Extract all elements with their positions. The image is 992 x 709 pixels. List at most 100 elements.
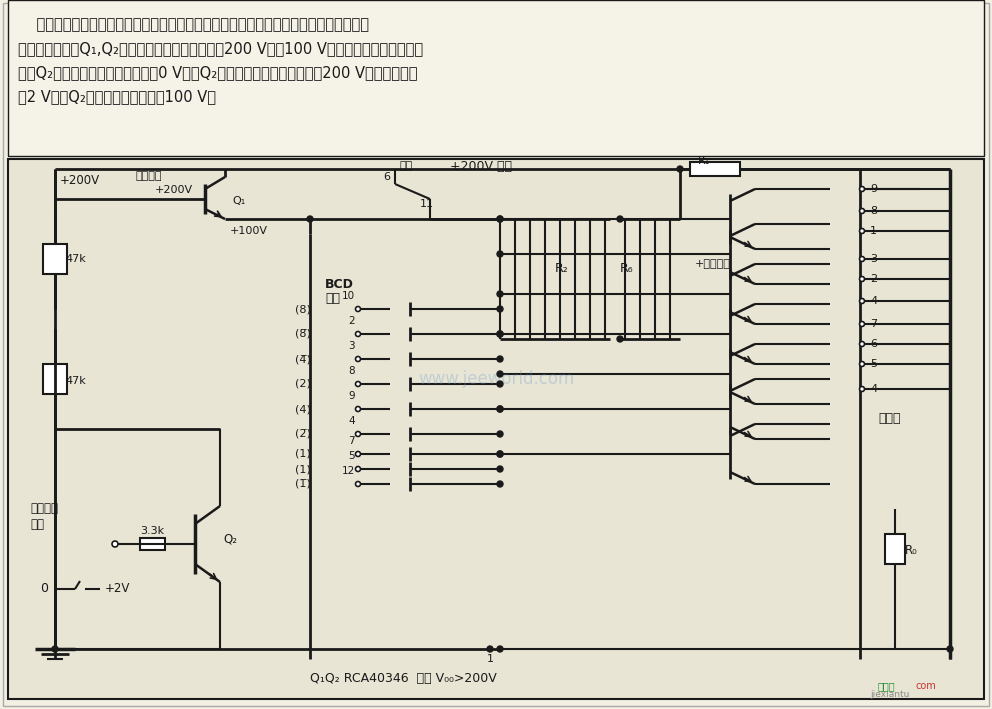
- Text: (4̅): (4̅): [295, 354, 310, 364]
- Text: 6: 6: [870, 339, 877, 349]
- Circle shape: [497, 251, 503, 257]
- Circle shape: [859, 257, 864, 262]
- Text: 数码管: 数码管: [878, 413, 901, 425]
- Text: +进位输出: +进位输出: [695, 259, 731, 269]
- Text: (2̅): (2̅): [295, 429, 310, 439]
- Circle shape: [497, 451, 503, 457]
- Text: R₀: R₀: [905, 545, 918, 557]
- Text: 3: 3: [348, 341, 355, 351]
- Text: 47k: 47k: [65, 254, 85, 264]
- Text: (8): (8): [295, 304, 310, 314]
- Polygon shape: [390, 477, 410, 491]
- Text: 12: 12: [342, 466, 355, 476]
- Circle shape: [355, 332, 360, 337]
- Polygon shape: [390, 427, 410, 441]
- Circle shape: [859, 342, 864, 347]
- Text: R₁: R₁: [698, 156, 710, 166]
- Text: 4: 4: [348, 416, 355, 426]
- Circle shape: [497, 291, 503, 297]
- Polygon shape: [390, 377, 410, 391]
- Circle shape: [859, 298, 864, 303]
- Text: Q₂: Q₂: [223, 532, 237, 545]
- Circle shape: [497, 466, 503, 472]
- Circle shape: [497, 331, 503, 337]
- Bar: [8, 159, 984, 699]
- Circle shape: [497, 331, 503, 337]
- Circle shape: [859, 321, 864, 327]
- Bar: [140, 538, 165, 550]
- Circle shape: [497, 451, 503, 457]
- Circle shape: [859, 386, 864, 391]
- Bar: [885, 534, 905, 564]
- Text: +200V: +200V: [155, 185, 193, 195]
- Circle shape: [497, 381, 503, 387]
- Text: 8: 8: [870, 206, 877, 216]
- Circle shape: [497, 306, 503, 312]
- Text: 9: 9: [348, 391, 355, 401]
- Circle shape: [52, 646, 58, 652]
- Text: (1): (1): [295, 464, 310, 474]
- Text: 1: 1: [870, 226, 877, 236]
- Circle shape: [355, 481, 360, 486]
- Circle shape: [497, 431, 503, 437]
- Text: R₆: R₆: [620, 262, 634, 276]
- Polygon shape: [390, 352, 410, 366]
- Polygon shape: [390, 447, 410, 461]
- Text: 3.3k: 3.3k: [140, 526, 164, 536]
- Text: 在多数字显示器中，为了强调某些数字，给此电路外加一个息灬信号以使数码管亮或变: 在多数字显示器中，为了强调某些数字，给此电路外加一个息灬信号以使数码管亮或变: [18, 17, 369, 32]
- Text: 暗。其原理是用Q₁,Q₂把数码管阴极电压从正常值200 V降到100 V，使数码管变暗。控制信: 暗。其原理是用Q₁,Q₂把数码管阴极电压从正常值200 V降到100 V，使数码…: [18, 41, 424, 56]
- Text: 10: 10: [342, 291, 355, 301]
- Text: 9: 9: [870, 184, 877, 194]
- Text: (8̅): (8̅): [295, 329, 310, 339]
- Text: 2: 2: [870, 274, 877, 284]
- Text: Q₁Q₂ RCA40346  选择 V₀₀>200V: Q₁Q₂ RCA40346 选择 V₀₀>200V: [310, 673, 497, 686]
- Bar: [8, 0, 984, 156]
- Text: 为2 V时，Q₂导通，阴极电压降到100 V。: 为2 V时，Q₂导通，阴极电压降到100 V。: [18, 89, 216, 104]
- Text: (2): (2): [295, 379, 310, 389]
- Text: Q₁: Q₁: [232, 196, 245, 206]
- Circle shape: [497, 406, 503, 412]
- Text: 输入: 输入: [325, 293, 340, 306]
- Circle shape: [487, 646, 493, 652]
- Text: 4: 4: [870, 384, 877, 394]
- Circle shape: [947, 646, 953, 652]
- Circle shape: [497, 406, 503, 412]
- Circle shape: [355, 467, 360, 471]
- Bar: [43, 244, 67, 274]
- Circle shape: [112, 541, 118, 547]
- Circle shape: [859, 362, 864, 367]
- Text: 3: 3: [870, 254, 877, 264]
- Text: 0: 0: [40, 583, 48, 596]
- Text: 8: 8: [348, 366, 355, 376]
- Circle shape: [355, 381, 360, 386]
- Circle shape: [859, 277, 864, 281]
- Circle shape: [355, 406, 360, 411]
- Text: R₂: R₂: [555, 262, 568, 276]
- Circle shape: [497, 481, 503, 487]
- Text: (1̅): (1̅): [295, 479, 310, 489]
- Circle shape: [497, 646, 503, 652]
- Polygon shape: [390, 402, 410, 416]
- Text: (1): (1): [295, 449, 310, 459]
- Text: 11: 11: [420, 199, 434, 209]
- Circle shape: [355, 357, 360, 362]
- Text: www.jeeworld.com: www.jeeworld.com: [418, 370, 574, 388]
- Text: 5: 5: [870, 359, 877, 369]
- Circle shape: [859, 228, 864, 233]
- Circle shape: [497, 216, 503, 222]
- Text: 1: 1: [486, 654, 493, 664]
- Bar: [43, 364, 67, 394]
- Text: 标准: 标准: [400, 161, 414, 171]
- Polygon shape: [390, 302, 410, 316]
- Text: 6: 6: [383, 172, 390, 182]
- Text: 4: 4: [870, 296, 877, 306]
- Text: 灭火信号: 灭火信号: [30, 503, 58, 515]
- Bar: [690, 162, 740, 176]
- Circle shape: [355, 432, 360, 437]
- Circle shape: [859, 208, 864, 213]
- Polygon shape: [390, 327, 410, 341]
- Circle shape: [355, 452, 360, 457]
- Text: 输入: 输入: [30, 518, 44, 530]
- Circle shape: [617, 336, 623, 342]
- Text: 输出响应: 输出响应: [135, 171, 162, 181]
